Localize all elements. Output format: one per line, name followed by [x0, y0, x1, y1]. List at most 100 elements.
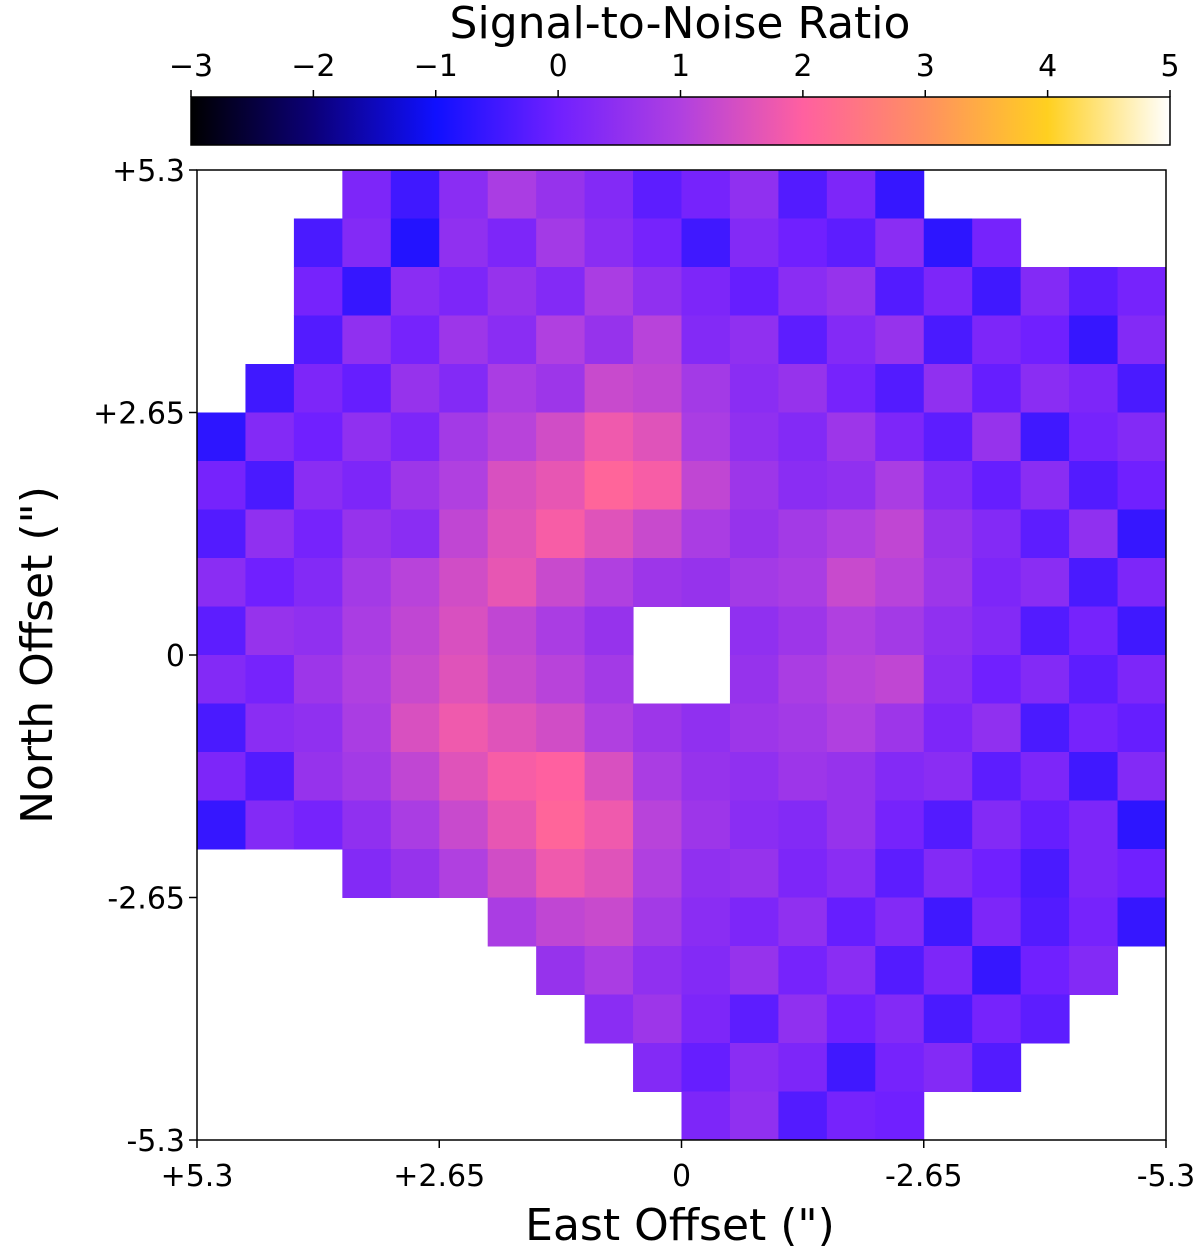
heatmap-cell [487, 703, 537, 753]
heatmap-cell [729, 1091, 779, 1141]
heatmap-cell [633, 849, 682, 898]
heatmap-cell [390, 849, 440, 898]
heatmap-cell [633, 461, 682, 510]
heatmap-cell [342, 315, 392, 365]
heatmap-cell [923, 461, 973, 510]
heatmap-cell [1117, 849, 1167, 898]
heatmap-cell [778, 703, 828, 753]
heatmap-cell [681, 267, 731, 316]
heatmap-cell [439, 849, 489, 898]
heatmap-cell [342, 849, 392, 898]
heatmap-cell [972, 364, 1022, 413]
heatmap-cell [390, 558, 440, 607]
heatmap-cell [778, 994, 828, 1044]
heatmap-cell [1020, 509, 1070, 559]
colorbar-title: Signal-to-Noise Ratio [450, 0, 911, 49]
heatmap-cell [972, 849, 1022, 898]
heatmap-cell [778, 170, 828, 219]
heatmap-cell [681, 994, 731, 1044]
heatmap-cell [487, 752, 537, 801]
heatmap-cell [681, 558, 731, 607]
heatmap-cell [390, 509, 440, 559]
heatmap-cell [681, 412, 731, 462]
heatmap-cell [197, 558, 246, 607]
heatmap-cell [390, 170, 440, 219]
heatmap-cell [972, 315, 1022, 365]
heatmap-cell [1020, 315, 1070, 365]
heatmap-cell [633, 994, 682, 1044]
heatmap-cell [536, 461, 586, 510]
y-axis-label: North Offset (") [12, 486, 63, 824]
heatmap-cell [342, 509, 392, 559]
heatmap-cell [923, 218, 973, 268]
heatmap-cell [487, 170, 537, 219]
heatmap-cell [584, 170, 634, 219]
heatmap-cell [293, 655, 343, 704]
heatmap-cell [1117, 655, 1167, 704]
heatmap-cell [729, 800, 779, 850]
heatmap-cell [1117, 509, 1167, 559]
colorbar-tick-label: 5 [1160, 49, 1179, 84]
heatmap-cell [778, 267, 828, 316]
heatmap-cell [923, 1043, 973, 1092]
heatmap-cell [826, 800, 876, 850]
heatmap-cell [197, 703, 246, 753]
heatmap-cell [875, 897, 925, 947]
x-tick-label: -2.65 [885, 1159, 963, 1194]
heatmap-cell [875, 655, 925, 704]
heatmap-cell [972, 655, 1022, 704]
y-tick-label: -5.3 [126, 1124, 185, 1159]
heatmap-cell [729, 315, 779, 365]
heatmap-cell [536, 897, 586, 947]
heatmap-cell [536, 315, 586, 365]
heatmap-cell [778, 849, 828, 898]
heatmap-cell [875, 267, 925, 316]
heatmap-cell [923, 315, 973, 365]
heatmap-cell [633, 897, 682, 947]
heatmap-cell [487, 655, 537, 704]
heatmap-cell [390, 800, 440, 850]
heatmap-cell [1117, 752, 1167, 801]
heatmap-cell [536, 703, 586, 753]
heatmap-cell [487, 897, 537, 947]
heatmap-cell [536, 800, 586, 850]
heatmap-cell [1020, 364, 1070, 413]
heatmap-cell [1069, 897, 1119, 947]
heatmap-cell [584, 946, 634, 995]
heatmap-cell [342, 703, 392, 753]
heatmap-cell [923, 655, 973, 704]
heatmap-cell [536, 364, 586, 413]
heatmap-cell [245, 509, 295, 559]
heatmap-cell [1020, 655, 1070, 704]
heatmap-cell [826, 170, 876, 219]
x-axis-label: East Offset (") [525, 1200, 835, 1251]
heatmap-cell [584, 558, 634, 607]
heatmap-cell [342, 800, 392, 850]
colorbar-tick-label: 4 [1038, 49, 1057, 84]
heatmap-cell [487, 315, 537, 365]
heatmap-cell [778, 1091, 828, 1141]
heatmap-cell [342, 558, 392, 607]
heatmap-cell [342, 461, 392, 510]
heatmap-cell [1069, 509, 1119, 559]
colorbar-tick-label: 2 [793, 49, 812, 84]
heatmap-cell [293, 509, 343, 559]
heatmap-cell [342, 606, 392, 656]
heatmap-cell [584, 218, 634, 268]
heatmap-cell [584, 897, 634, 947]
heatmap-cell [778, 509, 828, 559]
heatmap-cell [681, 800, 731, 850]
heatmap-cell [584, 509, 634, 559]
heatmap-cell [1117, 800, 1167, 850]
heatmap-cell [439, 364, 489, 413]
heatmap-cell [1069, 558, 1119, 607]
heatmap-cell [633, 703, 682, 753]
heatmap-cell [681, 364, 731, 413]
heatmap-cell [826, 412, 876, 462]
heatmap-cell [342, 412, 392, 462]
heatmap-cell [826, 509, 876, 559]
y-tick-label: 0 [166, 639, 185, 674]
heatmap-cell [1020, 412, 1070, 462]
heatmap-cell [536, 849, 586, 898]
heatmap-cell [439, 655, 489, 704]
